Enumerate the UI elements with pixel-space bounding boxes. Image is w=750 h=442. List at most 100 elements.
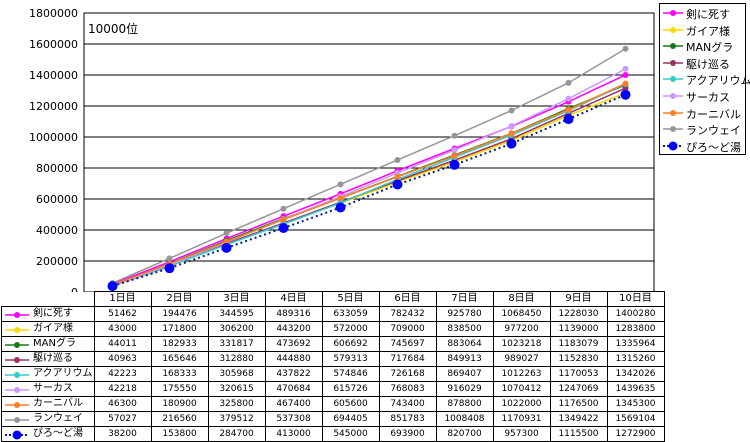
table-cell: 182933 (150, 336, 209, 352)
legend-entry: サーカス (660, 88, 746, 105)
x-category-label: 6日目 (378, 291, 437, 307)
series-point (622, 85, 629, 92)
legend-entry: ぴろ～ど湯 (660, 138, 746, 155)
table-cell: 46300 (93, 396, 152, 412)
table-row-name: ぴろ～ど湯 (33, 428, 83, 439)
table-cell: 1272900 (606, 426, 665, 442)
table-cell: 42218 (93, 381, 152, 397)
table-cell: 1070412 (492, 381, 551, 397)
table-cell: 1569104 (606, 411, 665, 427)
table-cell: 168333 (150, 366, 209, 382)
table-header-row: 1日目 2日目 3日目 4日目 5日目 6日目 7日目 8日目 9日目 10日目 (1, 291, 665, 307)
table-row-name: カーニバル (33, 398, 83, 409)
table-cell: 171800 (150, 321, 209, 337)
series-point (394, 156, 401, 163)
table-cell: 977200 (492, 321, 551, 337)
table-row-name: MANグラ (33, 338, 76, 349)
table-cell: 1170931 (492, 411, 551, 427)
table-cell: 717684 (378, 351, 437, 367)
table-cell: 1170053 (549, 366, 608, 382)
table-cell: 437822 (264, 366, 323, 382)
table-cell: 745697 (378, 336, 437, 352)
series-line (112, 82, 626, 286)
series-point (622, 71, 629, 78)
series-point (451, 132, 458, 139)
series-line (112, 93, 626, 288)
x-category-label: 8日目 (492, 291, 551, 307)
table-row: 剣に死す 51462 194476 344595 489316 633059 782432 9… (1, 306, 665, 322)
table-cell: 709000 (378, 321, 437, 337)
table-cell: 413000 (264, 426, 323, 442)
table-cell: 44011 (93, 336, 152, 352)
series-point (280, 205, 287, 212)
table-cell: 1176500 (549, 396, 608, 412)
legend-entry: MANグラ (660, 38, 746, 55)
series-point (622, 80, 629, 87)
x-category-label: 5日目 (321, 291, 380, 307)
table-cell: 1023218 (492, 336, 551, 352)
legend-label: 駆け巡る (686, 57, 730, 71)
table-cell: 572000 (321, 321, 380, 337)
table-cell: 42223 (93, 366, 152, 382)
table-cell: 1342026 (606, 366, 665, 382)
table-cell: 1139000 (549, 321, 608, 337)
table-cell: 957300 (492, 426, 551, 442)
legend-entry: 駆け巡る (660, 55, 746, 72)
table-row-label: カーニバル (1, 396, 95, 412)
table-cell: 473692 (264, 336, 323, 352)
series-point (223, 230, 230, 237)
legend-entry: ランウェイ (660, 121, 746, 138)
y-tick-label: 600000 (36, 193, 78, 206)
table-cell: 743400 (378, 396, 437, 412)
legend-label: ガイア様 (686, 24, 730, 38)
table-cell: 1022000 (492, 396, 551, 412)
series-point (449, 159, 460, 170)
table-row-label: サーカス (1, 381, 95, 397)
series-point (565, 79, 572, 86)
table-cell: 849913 (435, 351, 494, 367)
data-table: 1日目 2日目 3日目 4日目 5日目 6日目 7日目 8日目 9日目 10日目 剣に死す 51462… (1, 291, 665, 442)
line-chart: 0 200000 400000 600000 800000 1000000 1200000 1… (29, 7, 655, 292)
series-point (508, 123, 515, 130)
series-point (622, 65, 629, 72)
table-cell: 633059 (321, 306, 380, 322)
table-cell: 153800 (150, 426, 209, 442)
table-cell: 175550 (150, 381, 209, 397)
table-cell: 820700 (435, 426, 494, 442)
table-row-name: ガイア様 (33, 323, 73, 334)
table-cell: 851783 (378, 411, 437, 427)
series-point (565, 106, 572, 113)
table-cell: 444880 (264, 351, 323, 367)
table-cell: 1008408 (435, 411, 494, 427)
table-cell: 1439635 (606, 381, 665, 397)
legend-entry: 剣に死す (660, 5, 746, 22)
table-cell: 916029 (435, 381, 494, 397)
x-category-label: 1日目 (93, 291, 152, 307)
x-category-label: 3日目 (207, 291, 266, 307)
series-point (620, 89, 631, 100)
series-point (451, 147, 458, 154)
table-cell: 1283800 (606, 321, 665, 337)
series-point (107, 281, 118, 292)
table-row-name: 剣に死す (33, 308, 73, 319)
table-cell: 878800 (435, 396, 494, 412)
table-cell: 768083 (378, 381, 437, 397)
table-row-name: ランウェイ (33, 413, 83, 424)
table-cell: 470684 (264, 381, 323, 397)
x-category-label: 2日目 (150, 291, 209, 307)
x-category-label: 9日目 (549, 291, 608, 307)
chart-annotation: 10000位 (88, 21, 138, 36)
legend-label: ランウェイ (686, 124, 741, 138)
table-cell: 305968 (207, 366, 266, 382)
table-row-label: ガイア様 (1, 321, 95, 337)
series-point (565, 95, 572, 102)
table-cell: 545000 (321, 426, 380, 442)
series-point (223, 238, 230, 245)
series-point (508, 107, 515, 114)
table-cell: 284700 (207, 426, 266, 442)
table-cell: 605600 (321, 396, 380, 412)
table-cell: 693900 (378, 426, 437, 442)
series-point (622, 45, 629, 52)
table-cell: 331817 (207, 336, 266, 352)
table-cell: 40963 (93, 351, 152, 367)
